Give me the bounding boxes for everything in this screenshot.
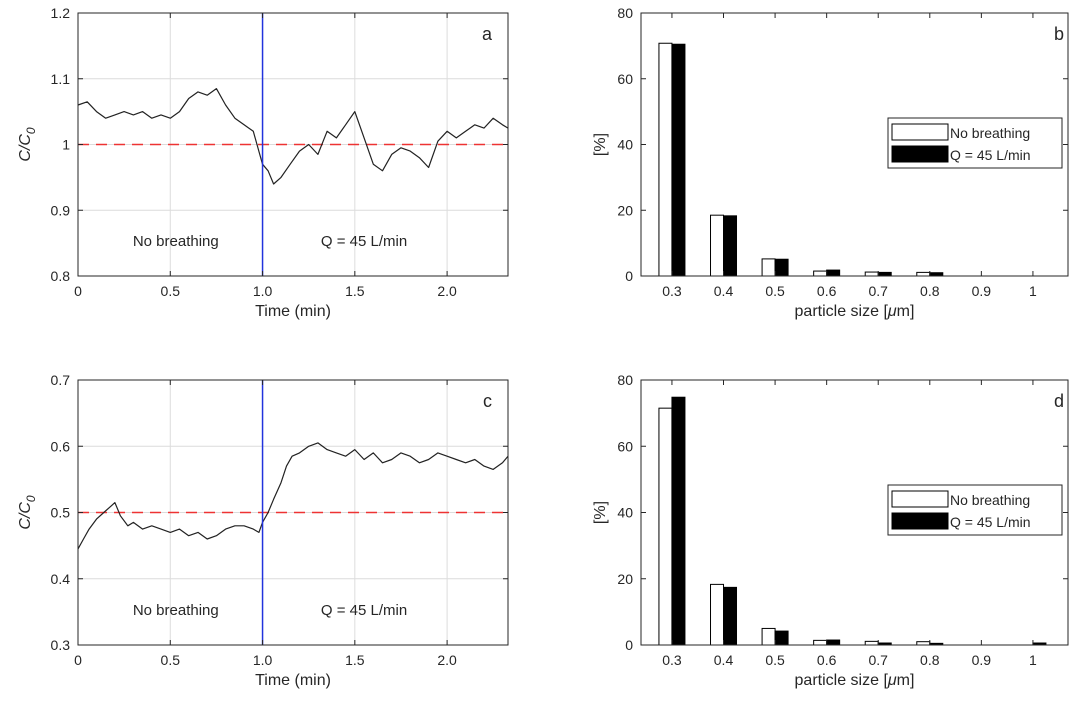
x-tick-label: 0.4 (714, 652, 734, 668)
y-tick-label: 0.5 (51, 505, 71, 521)
y-tick-label: 40 (617, 137, 633, 153)
bar-no-breathing (813, 270, 828, 277)
legend-swatch (891, 512, 949, 530)
legend-label: Q = 45 L/min (950, 147, 1031, 163)
bar-no-breathing (813, 639, 828, 646)
x-tick-label: 2.0 (437, 652, 457, 668)
y-tick-label: 20 (617, 571, 633, 587)
x-tick-label: 0.3 (662, 283, 682, 299)
x-tick-label: 0.5 (161, 652, 181, 668)
bar-no-breathing (710, 214, 725, 277)
y-tick-label: 1 (62, 137, 70, 153)
x-tick-label: 0.8 (920, 283, 940, 299)
y-tick-label: 0.3 (51, 637, 71, 653)
x-axis-label: Time (min) (255, 672, 331, 689)
bar-q45 (723, 215, 738, 277)
series-line (77, 442, 509, 550)
x-tick-label: 1.0 (253, 283, 273, 299)
x-tick-label: 2.0 (437, 283, 457, 299)
x-tick-label: 0.4 (714, 283, 734, 299)
bar-no-breathing (864, 640, 879, 646)
y-tick-label: 20 (617, 202, 633, 218)
legend-label: Q = 45 L/min (950, 514, 1031, 530)
y-tick-label: 1.2 (51, 5, 71, 21)
y-tick-label: 40 (617, 505, 633, 521)
x-tick-label: 1 (1029, 652, 1037, 668)
bar-no-breathing (916, 271, 931, 277)
x-tick-label: 0.5 (161, 283, 181, 299)
x-tick-label: 0.3 (662, 652, 682, 668)
x-tick-label: 0.6 (817, 283, 837, 299)
y-tick-label: 60 (617, 438, 633, 454)
y-tick-label: 0.6 (51, 438, 71, 454)
legend-swatch (891, 145, 949, 163)
x-tick-label: 0.7 (868, 283, 888, 299)
y-axis-label: [%] (592, 133, 609, 156)
bar-q45 (774, 630, 789, 646)
y-tick-label: 0.4 (51, 571, 71, 587)
legend-swatch (891, 490, 949, 508)
x-tick-label: 1.5 (345, 283, 365, 299)
bar-q45 (723, 586, 738, 646)
bar-no-breathing (710, 583, 725, 646)
x-tick-label: 0 (74, 652, 82, 668)
y-tick-label: 80 (617, 372, 633, 388)
x-tick-label: 1 (1029, 283, 1037, 299)
bar-q45 (774, 258, 789, 277)
x-tick-label: 0.6 (817, 652, 837, 668)
y-tick-label: 1.1 (51, 71, 71, 87)
bar-no-breathing (761, 627, 776, 646)
series-line (77, 87, 509, 185)
y-tick-label: 60 (617, 71, 633, 87)
y-tick-label: 0.9 (51, 202, 71, 218)
panel-c: 0 0.5 1.0 1.5 2.0 0.3 0.4 0.5 0.6 0.7 Time (min) C/… (17, 372, 509, 689)
y-axis-label: C/C0 (17, 495, 38, 530)
bar-q45 (877, 271, 892, 277)
bar-q45 (826, 639, 841, 646)
legend-label: No breathing (950, 125, 1030, 141)
y-tick-label: 0.8 (51, 268, 71, 284)
annotation-no-breathing: No breathing (133, 233, 219, 250)
y-tick-label: 0 (625, 268, 633, 284)
y-tick-label: 80 (617, 5, 633, 21)
legend: No breathing Q = 45 L/min (887, 117, 1063, 169)
bar-no-breathing (658, 42, 673, 277)
bar-no-breathing (761, 258, 776, 277)
y-axis-label: C/C0 (17, 127, 38, 162)
panel-b: 0.3 0.4 0.5 0.6 0.7 0.8 0.9 1 0 20 40 60 80 particle … (592, 5, 1069, 320)
x-tick-label: 0.5 (765, 283, 785, 299)
panel-letter: c (483, 391, 492, 411)
x-tick-label: 0.8 (920, 652, 940, 668)
panel-letter: a (482, 24, 493, 44)
x-tick-label: 0.9 (972, 283, 992, 299)
x-axis-label: particle size [μm] (795, 672, 915, 689)
annotation-flow-rate: Q = 45 L/min (321, 233, 407, 250)
bar-q45 (671, 43, 686, 277)
legend: No breathing Q = 45 L/min (887, 484, 1063, 536)
bar-q45 (671, 396, 686, 646)
y-tick-label: 0.7 (51, 372, 71, 388)
x-tick-label: 0.9 (972, 652, 992, 668)
x-tick-label: 0.7 (868, 652, 888, 668)
panel-letter: d (1054, 391, 1064, 411)
x-axis-label: particle size [μm] (795, 303, 915, 320)
legend-swatch (891, 123, 949, 141)
panel-letter: b (1054, 24, 1064, 44)
bar-no-breathing (864, 271, 879, 277)
bar-no-breathing (658, 407, 673, 646)
annotation-no-breathing: No breathing (133, 602, 219, 619)
x-tick-label: 0.5 (765, 652, 785, 668)
legend-label: No breathing (950, 492, 1030, 508)
x-tick-label: 1.0 (253, 652, 273, 668)
panel-d: 0.3 0.4 0.5 0.6 0.7 0.8 0.9 1 0 20 40 60 80 particle … (592, 372, 1069, 689)
x-axis-label: Time (min) (255, 303, 331, 320)
annotation-flow-rate: Q = 45 L/min (321, 602, 407, 619)
y-tick-label: 0 (625, 637, 633, 653)
panel-a: 0 0.5 1.0 1.5 2.0 0.8 0.9 1 1.1 1.2 Time (min) C/C0… (17, 5, 509, 320)
x-tick-label: 0 (74, 283, 82, 299)
x-tick-label: 1.5 (345, 652, 365, 668)
bar-q45 (826, 269, 841, 277)
y-axis-label: [%] (592, 501, 609, 524)
